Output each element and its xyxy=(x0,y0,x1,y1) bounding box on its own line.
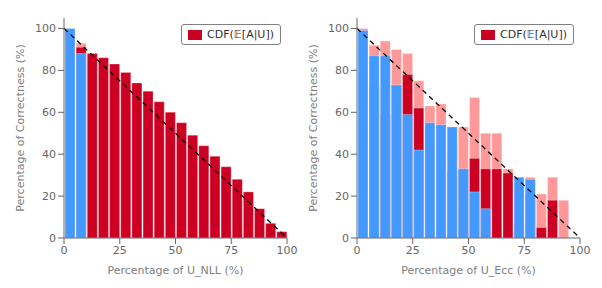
svg-text:100: 100 xyxy=(35,22,56,35)
svg-text:25: 25 xyxy=(406,244,420,257)
svg-text:80: 80 xyxy=(42,64,56,77)
svg-text:0: 0 xyxy=(354,244,361,257)
html-text:CDF(𝔼[A|U]): CDF(𝔼[A|U]) xyxy=(500,28,567,41)
svg-text:75: 75 xyxy=(224,244,238,257)
svg-text:Percentage of Correctness (%): Percentage of Correctness (%) xyxy=(307,44,320,211)
svg-text:100: 100 xyxy=(328,22,349,35)
svg-text:40: 40 xyxy=(335,148,349,161)
svg-text:80: 80 xyxy=(335,64,349,77)
svg-text:50: 50 xyxy=(462,244,476,257)
svg-text:100: 100 xyxy=(570,244,591,257)
svg-text:60: 60 xyxy=(42,106,56,119)
svg-text:50: 50 xyxy=(169,244,183,257)
svg-text:20: 20 xyxy=(335,190,349,203)
svg-text:0: 0 xyxy=(61,244,68,257)
svg-text:0: 0 xyxy=(342,232,349,245)
html-text:CDF(𝔼[A|U]): CDF(𝔼[A|U]) xyxy=(207,28,274,41)
svg-text:25: 25 xyxy=(113,244,127,257)
svg-text:40: 40 xyxy=(42,148,56,161)
svg-text:75: 75 xyxy=(517,244,531,257)
svg-text:20: 20 xyxy=(42,190,56,203)
svg-text:100: 100 xyxy=(277,244,298,257)
svg-text:Percentage of U_Ecc (%): Percentage of U_Ecc (%) xyxy=(401,264,536,277)
svg-text:Percentage of Correctness (%): Percentage of Correctness (%) xyxy=(14,44,27,211)
svg-text:0: 0 xyxy=(49,232,56,245)
svg-text:60: 60 xyxy=(335,106,349,119)
svg-text:Percentage of U_NLL (%): Percentage of U_NLL (%) xyxy=(107,264,243,277)
